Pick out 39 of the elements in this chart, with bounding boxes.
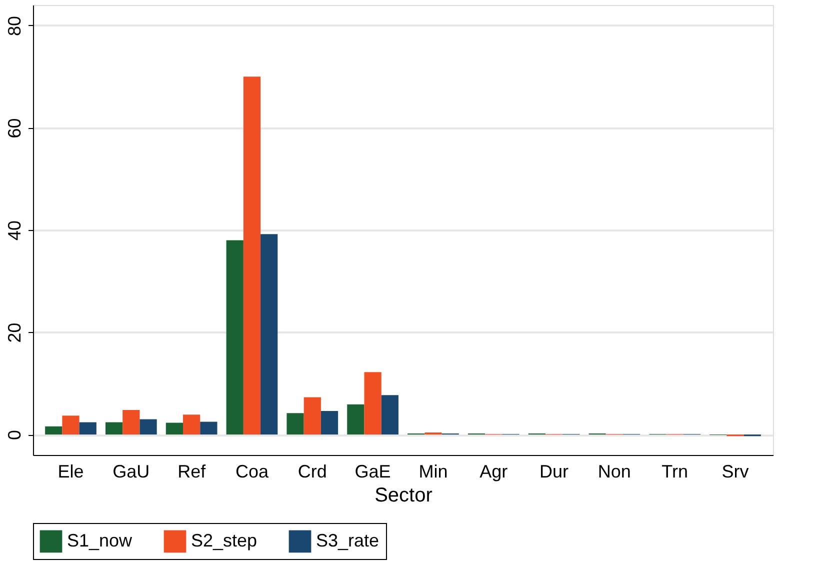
bar: [79, 422, 96, 435]
y-tick-label: 20: [4, 322, 24, 343]
bar: [122, 410, 140, 435]
x-tick-label: Trn: [662, 462, 688, 482]
y-tick-label: 80: [4, 16, 24, 36]
bar: [183, 414, 200, 435]
bar: [320, 411, 338, 435]
y-tick-label: 0: [4, 430, 24, 440]
legend-label: S1_now: [67, 530, 134, 550]
bar: [364, 372, 382, 435]
y-tick-label: 40: [4, 220, 24, 241]
x-tick-label: Ref: [178, 462, 207, 482]
legend-label: S2_step: [191, 530, 258, 550]
x-tick-label: Agr: [480, 462, 508, 482]
bar: [381, 395, 398, 435]
bar: [286, 413, 304, 435]
x-tick-label: Crd: [298, 462, 327, 482]
bar: [304, 397, 321, 435]
x-tick-label: Coa: [235, 462, 270, 482]
bar: [260, 234, 278, 435]
y-tick-label: 60: [4, 118, 24, 138]
x-tick-label: GaU: [112, 462, 150, 482]
legend-label: S3_rate: [316, 530, 380, 550]
bar: [140, 419, 157, 435]
bar: [105, 422, 123, 435]
bar: [226, 240, 244, 435]
x-tick-label: Ele: [58, 462, 84, 482]
x-tick-label: Dur: [540, 462, 569, 482]
bar: [166, 422, 184, 435]
bar: [243, 76, 261, 435]
x-tick-label: Min: [418, 462, 448, 482]
x-axis-title: Sector: [374, 484, 433, 506]
x-tick-label: GaE: [354, 462, 391, 482]
x-tick-label: Srv: [722, 462, 749, 482]
bar: [45, 426, 62, 435]
x-tick-label: Non: [598, 462, 631, 482]
bar: [200, 422, 218, 435]
bar: [62, 416, 80, 435]
bar: [347, 404, 364, 435]
